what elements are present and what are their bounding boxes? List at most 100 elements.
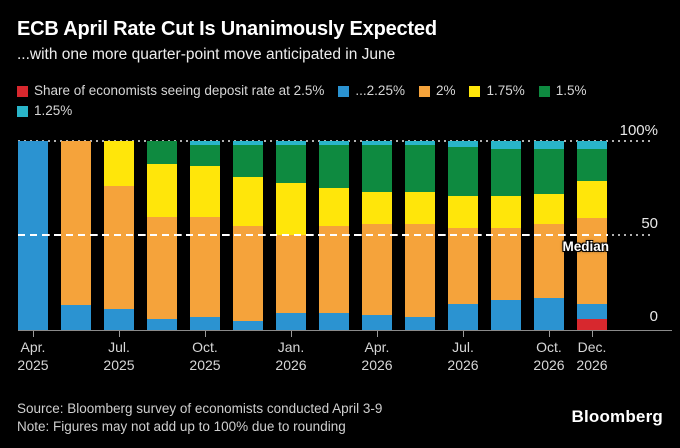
- bar-segment-2: [577, 218, 607, 304]
- legend-item: Share of economists seeing deposit rate …: [17, 82, 324, 100]
- bar-3: [147, 141, 177, 330]
- bar-segment-125: [362, 141, 392, 145]
- bar-segment-15: [233, 144, 263, 177]
- x-tick-label: Jul. 2025: [103, 339, 135, 373]
- legend-item: ...2.25%: [338, 82, 405, 100]
- bar-segment-175: [233, 176, 263, 227]
- x-tick-label: Apr. 2026: [361, 339, 393, 373]
- legend-item: 2%: [418, 82, 456, 100]
- bar-segment-2: [319, 226, 349, 313]
- bar-segment-2: [104, 186, 134, 310]
- bar-segment-15: [491, 148, 521, 196]
- bar-segment-15: [577, 148, 607, 181]
- bar-segment-2: [491, 227, 521, 300]
- bar-segment-225: [577, 303, 607, 319]
- bloomberg-logo: Bloomberg: [571, 407, 663, 426]
- bar-segment-2: [362, 224, 392, 315]
- median-line: [18, 234, 608, 236]
- bar-segment-125: [448, 141, 478, 147]
- x-tick-label: Jan. 2026: [275, 339, 307, 373]
- bar-segment-125: [534, 141, 564, 149]
- bar-segment-175: [190, 165, 220, 217]
- legend-label: Share of economists seeing deposit rate …: [34, 83, 325, 98]
- bar-segment-2: [61, 141, 91, 306]
- bar-segment-2: [448, 227, 478, 304]
- x-tick: [549, 331, 550, 337]
- legend-label: 2%: [435, 83, 456, 98]
- x-tick-label: Dec. 2026: [576, 339, 608, 373]
- bar-segment-15: [147, 141, 177, 164]
- source-line: Source: Bloomberg survey of economists c…: [17, 401, 383, 416]
- x-tick-label: Apr. 2025: [17, 339, 49, 373]
- bar-10: [448, 141, 478, 330]
- bar-segment-2: [147, 216, 177, 319]
- bar-segment-175: [362, 192, 392, 225]
- page-subtitle: ...with one more quarter-point move anti…: [17, 46, 396, 63]
- x-tick: [33, 331, 34, 337]
- legend-label: ...2.25%: [355, 83, 405, 98]
- bar-segment-2: [405, 224, 435, 317]
- note-line: Note: Figures may not add up to 100% due…: [17, 418, 346, 434]
- x-axis-line: [18, 330, 672, 331]
- x-tick: [291, 331, 292, 337]
- bar-segment-125: [276, 141, 306, 145]
- bar-segment-175: [147, 163, 177, 217]
- bar-segment-175: [448, 195, 478, 228]
- bar-1: [61, 141, 91, 330]
- bar-segment-125: [405, 141, 435, 145]
- legend-swatch-icon: [418, 85, 430, 97]
- bar-segment-225: [491, 299, 521, 330]
- bar-segment-225: [233, 320, 263, 330]
- page-title: ECB April Rate Cut Is Unanimously Expect…: [17, 18, 437, 40]
- legend-swatch-icon: [17, 105, 28, 117]
- x-tick-label: Oct. 2025: [189, 339, 221, 373]
- bar-segment-15: [448, 146, 478, 196]
- bar-segment-15: [362, 144, 392, 193]
- y-tick-label-0: 0: [649, 308, 658, 325]
- bar-segment-15: [405, 144, 435, 193]
- bar-segment-15: [190, 144, 220, 166]
- bar-segment-2: [534, 224, 564, 298]
- legend-swatch-icon: [338, 85, 350, 97]
- bar-4: [190, 141, 220, 330]
- bar-segment-2: [276, 235, 306, 313]
- bar-segment-175: [491, 195, 521, 228]
- bar-segment-225: [190, 316, 220, 330]
- bar-12: [534, 141, 564, 330]
- legend-item: 1.25%: [17, 102, 72, 120]
- bar-11: [491, 141, 521, 330]
- bar-2: [104, 141, 134, 330]
- source-note: Source: Bloomberg survey of economists c…: [17, 400, 537, 435]
- bar-segment-175: [534, 193, 564, 225]
- legend-swatch-icon: [17, 85, 28, 97]
- bar-segment-225: [276, 312, 306, 330]
- plot-area: [18, 141, 608, 330]
- bar-5: [233, 141, 263, 330]
- legend-row: 1.25%: [17, 102, 667, 120]
- y-tick-label-100: 100%: [619, 122, 658, 139]
- bar-segment-125: [491, 141, 521, 149]
- bar-segment-2: [190, 216, 220, 317]
- stacked-bar-chart: Median 100% 50 0 Apr. 2025 Jul. 2025 Oct. 202…: [0, 120, 680, 400]
- bar-segment-2: [233, 226, 263, 321]
- bar-segment-225: [147, 318, 177, 330]
- bar-segment-175: [577, 180, 607, 219]
- bar-6: [276, 141, 306, 330]
- bar-segment-25: [577, 318, 607, 330]
- bar-segment-15: [319, 144, 349, 189]
- x-tick: [377, 331, 378, 337]
- bar-9: [405, 141, 435, 330]
- bar-7: [319, 141, 349, 330]
- bar-segment-225: [104, 309, 134, 330]
- y-tick-label-50: 50: [641, 215, 658, 232]
- bar-segment-225: [362, 314, 392, 330]
- bar-segment-125: [319, 141, 349, 145]
- bar-segment-125: [190, 141, 220, 145]
- legend-label: 1.25%: [34, 103, 73, 118]
- bar-segment-175: [276, 182, 306, 236]
- bar-segment-225: [61, 305, 91, 330]
- bar-segment-175: [319, 188, 349, 227]
- median-label: Median: [562, 239, 609, 254]
- x-tick: [463, 331, 464, 337]
